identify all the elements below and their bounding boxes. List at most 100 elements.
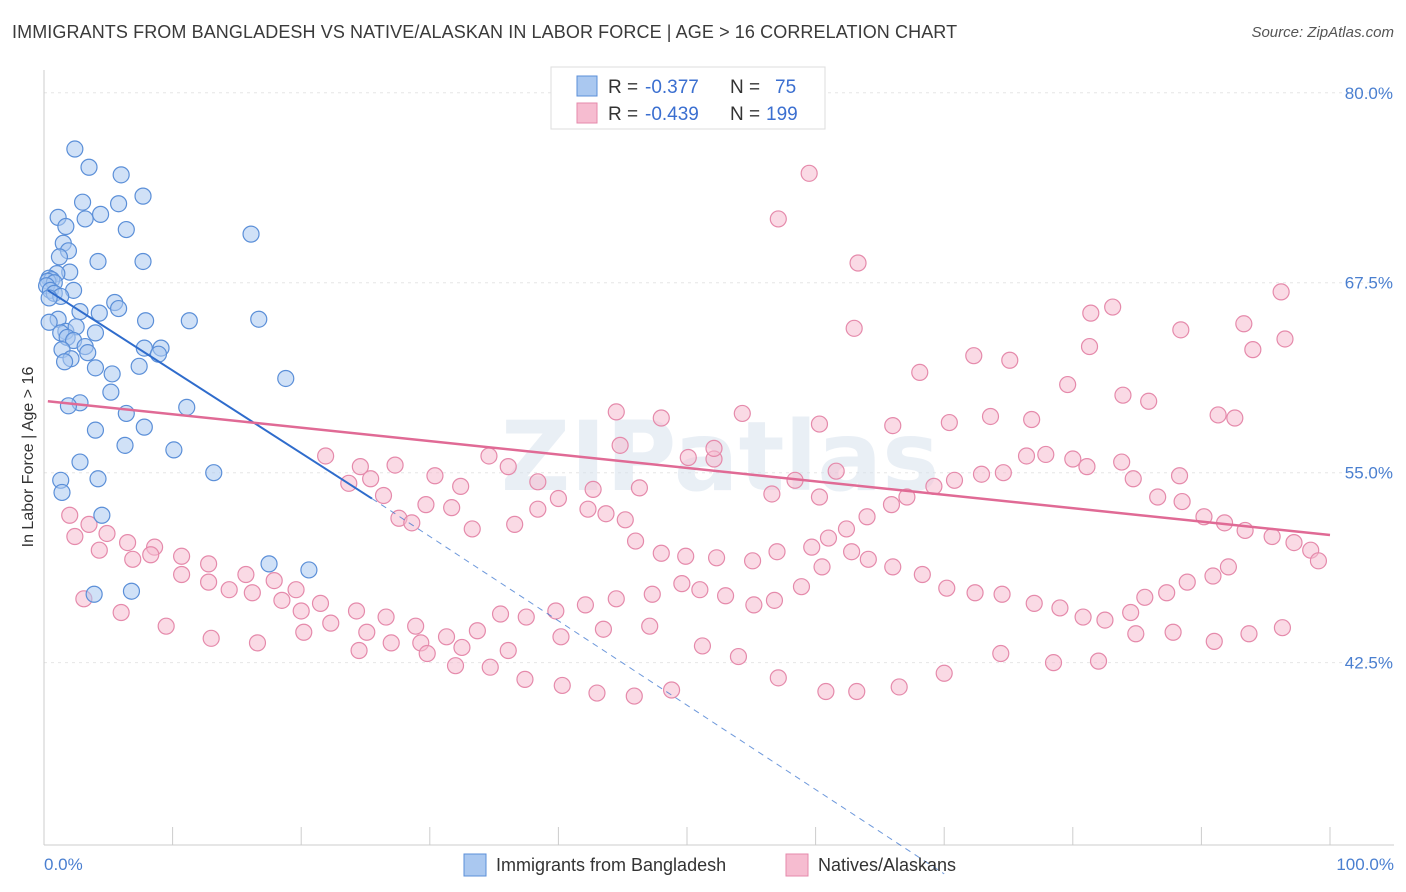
natives-alaskans-point [142, 546, 160, 564]
x-ticks: 0.0% 100.0% [43, 827, 1394, 874]
correlation-legend: R = -0.377 N = 75 R = -0.439 N = 199 [550, 66, 826, 130]
natives-alaskans-point [616, 511, 634, 529]
natives-alaskans-point [1178, 573, 1196, 591]
natives-alaskans-point [803, 538, 821, 556]
bangladesh-point [242, 225, 260, 243]
natives-alaskans-point [237, 565, 255, 584]
bangladesh-point [86, 324, 105, 342]
natives-alaskans-point [273, 591, 291, 609]
natives-alaskans-point [374, 486, 393, 505]
bangladesh-point [134, 187, 152, 205]
natives-alaskans-point [358, 623, 376, 641]
natives-alaskans-point [1172, 321, 1190, 339]
natives-alaskans-point [322, 614, 340, 632]
natives-alaskans-point [1124, 470, 1142, 488]
natives-alaskans-point [118, 533, 137, 552]
natives-alaskans-point [200, 573, 218, 591]
legend-r-value-2: -0.439 [645, 104, 699, 125]
natives-alaskans-point [173, 565, 191, 584]
natives-alaskans-point [848, 682, 866, 701]
natives-alaskans-point [418, 644, 436, 663]
bottom-legend-swatch-pink [785, 853, 809, 877]
bangladesh-point [93, 506, 111, 524]
natives-alaskans-point [1122, 603, 1140, 622]
bangladesh-point [178, 398, 196, 416]
natives-alaskans-point [1140, 392, 1158, 410]
natives-alaskans-point [377, 608, 395, 626]
y-tick-label: 42.5% [1345, 654, 1393, 673]
natives-alaskans-point [1064, 450, 1082, 468]
natives-alaskans-point [516, 670, 534, 688]
natives-alaskans-point [463, 520, 481, 538]
natives-alaskans-point [584, 480, 602, 499]
natives-alaskans-point [362, 470, 380, 488]
natives-alaskans-point [827, 462, 845, 480]
bangladesh-point [55, 353, 74, 371]
natives-alaskans-point [810, 488, 829, 506]
natives-alaskans-point [597, 505, 615, 523]
natives-alaskans-point [813, 558, 831, 576]
natives-alaskans-point [890, 678, 908, 696]
natives-alaskans-point [1127, 625, 1145, 643]
natives-alaskans-point [733, 404, 751, 423]
natives-alaskans-point [1205, 632, 1223, 650]
natives-alaskans-point [940, 413, 958, 432]
series-legend: Immigrants from Bangladesh Natives/Alask… [463, 853, 956, 877]
natives-alaskans-point [403, 514, 421, 532]
legend-r-label-2: R = [608, 104, 638, 125]
natives-alaskans-point [576, 596, 595, 614]
bangladesh-point [80, 158, 98, 176]
bangladesh-point [86, 421, 105, 439]
bangladesh-point [109, 299, 128, 318]
natives-alaskans-point [594, 620, 613, 638]
natives-alaskans-point [837, 520, 856, 538]
natives-alaskans-point [693, 637, 712, 655]
legend-swatch-pink [576, 102, 598, 124]
natives-alaskans-point [810, 415, 829, 433]
natives-alaskans-point [1263, 527, 1281, 546]
natives-alaskans-point [292, 602, 310, 620]
legend-n-label-2: N = [730, 104, 760, 125]
bangladesh-point [40, 313, 58, 331]
bangladesh-point [89, 252, 107, 271]
natives-alaskans-point [417, 496, 435, 514]
natives-alaskans-point [981, 407, 1000, 426]
natives-alaskans-point [652, 544, 670, 562]
natives-alaskans-point [679, 448, 697, 467]
bangladesh-point [250, 310, 268, 328]
natives-alaskans-point [765, 591, 784, 609]
natives-alaskans-points [61, 164, 1328, 705]
natives-alaskans-point [80, 515, 98, 533]
natives-alaskans-point [287, 581, 305, 599]
bottom-legend-label-blue: Immigrants from Bangladesh [496, 855, 726, 875]
natives-alaskans-point [745, 596, 763, 614]
natives-alaskans-point [112, 603, 130, 622]
natives-alaskans-point [641, 617, 659, 635]
natives-alaskans-point [220, 581, 238, 599]
natives-alaskans-point [1080, 337, 1099, 356]
natives-alaskans-point [1001, 351, 1019, 369]
natives-alaskans-point [90, 541, 108, 559]
natives-alaskans-point [607, 590, 625, 608]
chart-source: Source: ZipAtlas.com [1251, 24, 1394, 41]
natives-alaskans-point [453, 638, 471, 657]
bangladesh-point [76, 210, 94, 228]
bangladesh-trend-line [47, 289, 373, 500]
bangladesh-point [134, 252, 152, 271]
natives-alaskans-point [407, 617, 425, 635]
natives-alaskans-point [1273, 619, 1292, 637]
natives-alaskans-point [935, 664, 953, 682]
natives-alaskans-point [437, 628, 456, 646]
bangladesh-point [277, 369, 295, 388]
natives-alaskans-point [1244, 341, 1262, 359]
y-axis-title: In Labor Force | Age > 16 [20, 367, 37, 548]
natives-alaskans-point [1051, 599, 1069, 617]
natives-alaskans-point [800, 164, 818, 182]
natives-alaskans-point [202, 629, 220, 647]
trend-lines [47, 289, 1331, 875]
natives-alaskans-point [607, 403, 625, 421]
natives-alaskans-point [1113, 453, 1131, 471]
natives-alaskans-point [945, 471, 964, 489]
natives-alaskans-point [994, 464, 1012, 482]
natives-alaskans-point [1158, 584, 1176, 602]
